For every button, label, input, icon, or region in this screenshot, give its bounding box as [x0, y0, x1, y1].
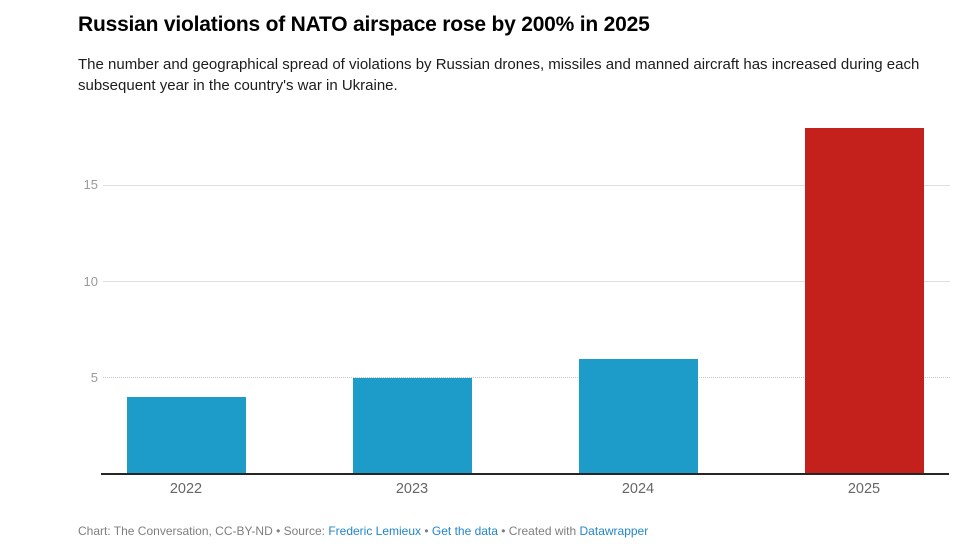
bar-2023: [352, 377, 472, 474]
footer-source-link[interactable]: Frederic Lemieux: [328, 524, 422, 538]
x-axis-label-2024: 2024: [621, 481, 655, 497]
y-tick-label-10: 10: [83, 273, 98, 289]
x-axis-label-2022: 2022: [169, 481, 203, 497]
bar-2022: [126, 397, 246, 474]
footer-datawrapper-link[interactable]: Datawrapper: [579, 524, 649, 538]
footer-separator: •: [421, 524, 432, 538]
y-tick-label-15: 15: [83, 177, 98, 193]
chart-footer: Chart: The Conversation, CC-BY-ND • Sour…: [78, 523, 648, 539]
bar-2025: [804, 127, 924, 474]
x-axis-label-2023: 2023: [395, 481, 429, 497]
bar-2024: [578, 358, 698, 474]
chart-title: Russian violations of NATO airspace rose…: [78, 13, 650, 36]
x-axis-line: [101, 473, 949, 475]
footer-get-data-link[interactable]: Get the data: [431, 524, 498, 538]
x-axis-label-2025: 2025: [847, 481, 881, 497]
gridline-15: [103, 184, 950, 186]
footer-credit-text: Chart: The Conversation, CC-BY-ND • Sour…: [78, 524, 329, 538]
gridline-5: [103, 377, 950, 379]
y-tick-label-5: 5: [90, 369, 98, 385]
gridline-10: [103, 281, 950, 282]
chart-subtitle: The number and geographical spread of vi…: [78, 56, 920, 94]
footer-created-with-text: • Created with: [497, 524, 580, 538]
